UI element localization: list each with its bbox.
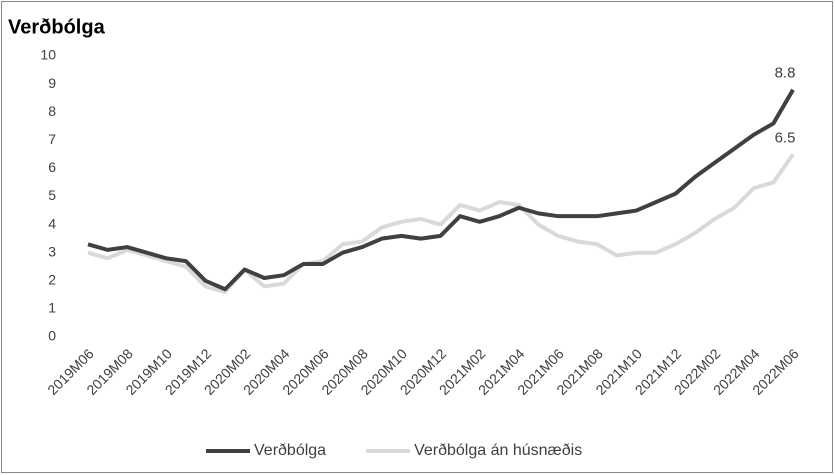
line-series bbox=[87, 88, 795, 292]
chart-title: Verðbólga bbox=[8, 16, 106, 38]
y-tick-label: 9 bbox=[48, 75, 56, 91]
y-tick-label: 3 bbox=[48, 243, 56, 259]
y-tick-label: 7 bbox=[48, 131, 56, 147]
y-tick-label: 5 bbox=[48, 187, 56, 203]
legend-label: Verðbólga bbox=[254, 442, 326, 459]
legend-label: Verðbólga án húsnæðis bbox=[414, 442, 582, 459]
y-tick-label: 0 bbox=[48, 328, 56, 344]
data-label: 8.8 bbox=[775, 65, 796, 82]
y-tick-label: 10 bbox=[40, 47, 56, 63]
y-tick-label: 4 bbox=[48, 215, 56, 231]
line-series bbox=[87, 153, 795, 295]
y-tick-label: 1 bbox=[48, 300, 56, 316]
data-label: 6.5 bbox=[775, 129, 796, 146]
y-tick-label: 2 bbox=[48, 272, 56, 288]
y-tick-label: 6 bbox=[48, 159, 56, 175]
y-tick-label: 8 bbox=[48, 103, 56, 119]
